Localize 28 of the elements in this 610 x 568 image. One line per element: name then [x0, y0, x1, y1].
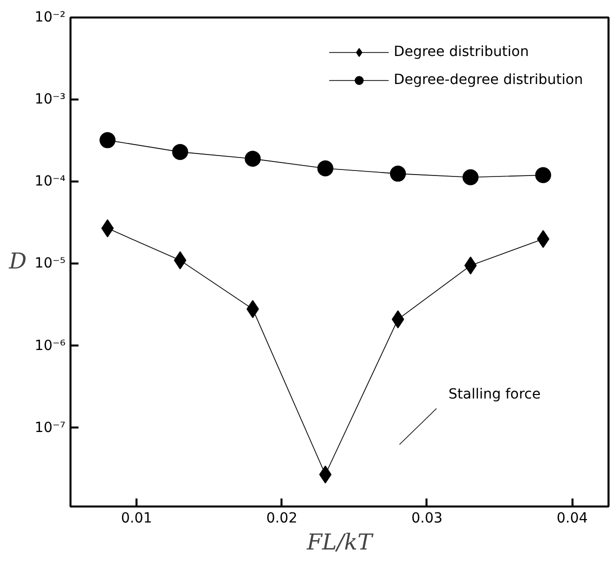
point: [464, 256, 477, 275]
y-axis-title: D: [8, 250, 28, 274]
point: [317, 160, 334, 176]
point: [319, 465, 332, 484]
x-axis-title: FL/kT: [306, 530, 374, 556]
legend-label: Degree-degree distribution: [394, 72, 583, 88]
y-tick-label: 10⁻⁵: [34, 256, 66, 272]
x-tick-label: 0.02: [266, 510, 298, 526]
point: [535, 167, 552, 184]
y-tick-label: 10⁻⁶: [34, 338, 66, 354]
point: [392, 310, 404, 328]
point: [101, 219, 114, 238]
point: [462, 169, 479, 186]
x-tick-label: 0.01: [120, 510, 152, 526]
x-tick-label: 0.04: [556, 510, 588, 526]
point: [536, 230, 550, 248]
y-tick-label: 10⁻⁷: [34, 420, 66, 436]
point: [174, 251, 186, 270]
y-tick-label: 10⁻⁴: [34, 174, 66, 190]
y-tick-label: 10⁻²: [34, 10, 66, 26]
point: [390, 166, 406, 182]
y-tick-label: 10⁻³: [34, 92, 66, 108]
x-tick-label: 0.03: [411, 510, 443, 526]
point: [172, 144, 188, 160]
point: [100, 132, 116, 148]
point: [244, 150, 261, 167]
annotation: Stalling force: [448, 386, 541, 402]
legend-label: Degree distribution: [394, 44, 529, 60]
